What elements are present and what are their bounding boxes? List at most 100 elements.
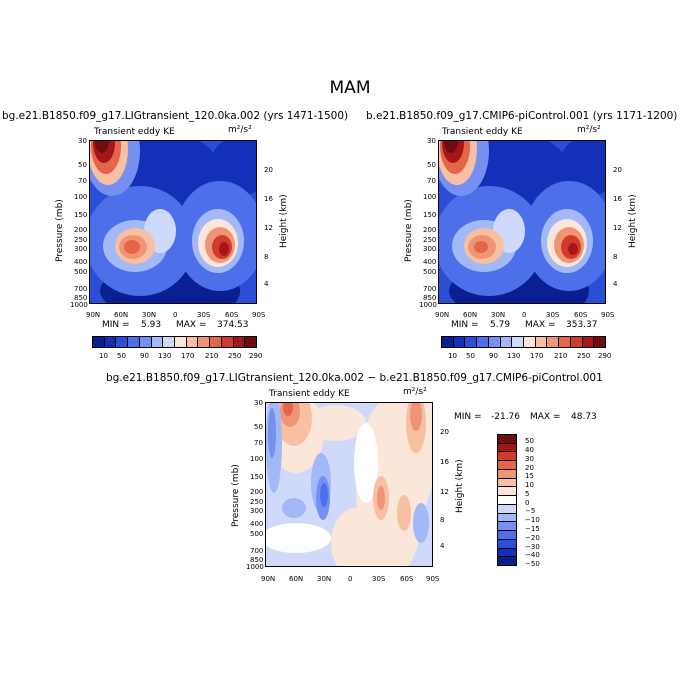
panel3-xtick: 90N [261,575,276,583]
panel2-htick: 16 [613,195,622,203]
panel3-colorbar-label: −40 [525,551,540,559]
panel2-ptick: 700 [423,285,437,293]
panel1-ptick: 70 [78,177,87,185]
panel2-htick: 20 [613,166,622,174]
panel2-colorbar-label: 90 [489,352,498,360]
panel1-max-label: MAX = [176,320,207,330]
panel3-plot [265,402,433,567]
panel3-ptick: 300 [250,507,264,515]
panel1-colorbar-label: 90 [140,352,149,360]
panel2-htick: 8 [613,253,618,261]
panel2-ptick: 150 [423,211,437,219]
panel3-field-label: Transient eddy KE [269,389,350,399]
panel3-min-label: MIN = [454,412,482,422]
panel3-ptick: 400 [250,520,264,528]
panel1-ptick: 300 [74,245,88,253]
panel3-colorbar-label: 40 [525,446,534,454]
panel1-colorbar-label: 130 [158,352,172,360]
panel3-colorbar-label: −20 [525,534,540,542]
panel1-xtick: 30S [197,311,211,319]
panel3-colorbar-label: −10 [525,516,540,524]
panel1-colorbar-label: 50 [117,352,126,360]
panel2-ylabel: Pressure (mb) [404,199,414,262]
panel1-ptick: 100 [74,193,88,201]
panel1-xtick: 90N [86,311,101,319]
panel3-ptick: 30 [254,399,263,407]
panel2-ptick: 1000 [419,301,437,309]
panel3-colorbar-label: 0 [525,499,530,507]
panel1-ptick: 700 [74,285,88,293]
panel3-xtick: 60N [289,575,304,583]
panel1-ptick: 400 [74,258,88,266]
panel3-xtick: 90S [426,575,440,583]
panel1-htick: 20 [264,166,273,174]
panel3-xtick: 60S [400,575,414,583]
panel2-max-label: MAX = [525,320,556,330]
panel3-colorbar-label: 5 [525,490,530,498]
panel1-htick: 8 [264,253,269,261]
panel2-ptick: 500 [423,268,437,276]
panel3-xtick: 30S [372,575,386,583]
panel1-xtick: 60S [225,311,239,319]
panel1-ptick: 500 [74,268,88,276]
panel3-colorbar-label: −5 [525,507,536,515]
panel1-units: m²/s² [228,125,252,135]
panel3-colorbar-label: 50 [525,437,534,445]
panel1-field [90,141,256,303]
panel2-colorbar [441,336,606,348]
panel1-colorbar-label: 10 [99,352,108,360]
panel3-htick: 8 [440,516,445,524]
panel3-colorbar-label: 15 [525,472,534,480]
panel1-ptick: 250 [74,236,88,244]
panel1-ptick: 1000 [70,301,88,309]
panel1-max-value: 374.53 [217,320,249,330]
panel3-colorbar [497,434,517,566]
panel1-xtick: 90S [252,311,266,319]
panel2-ptick: 50 [427,161,436,169]
panel2-xtick: 30S [546,311,560,319]
panel3-ptick: 150 [250,473,264,481]
panel3-xtick: 30N [317,575,332,583]
panel2-min-value: 5.79 [490,320,511,330]
panel3-htick: 20 [440,428,449,436]
panel3-colorbar-label: 20 [525,464,534,472]
panel2-colorbar-label: 170 [530,352,544,360]
panel2-field [439,141,605,303]
panel2-colorbar-label: 50 [466,352,475,360]
season-title: MAM [329,78,371,98]
panel3-colorbar-label: −30 [525,543,540,551]
panel2-htick: 12 [613,224,622,232]
panel1-colorbar-label: 250 [228,352,242,360]
panel1-colorbar [92,336,257,348]
panel3-colorbar-label: −50 [525,560,540,568]
panel3-ptick: 850 [250,556,264,564]
panel2-units: m²/s² [577,125,601,135]
panel3-max-value: 48.73 [571,412,597,422]
panel2-field-label: Transient eddy KE [442,127,523,137]
panel1-htick: 12 [264,224,273,232]
panel2-ptick: 850 [423,294,437,302]
panel3-colorbar-label: −15 [525,525,540,533]
panel1-htick: 4 [264,280,269,288]
panel3-ptick: 100 [250,455,264,463]
panel2-ptick: 200 [423,226,437,234]
panel2-colorbar-label: 130 [507,352,521,360]
panel3-ptick: 1000 [246,563,264,571]
panel1-min-value: 5.93 [141,320,162,330]
panel1-y2label: Height (km) [279,194,289,248]
panel3-ptick: 70 [254,439,263,447]
panel2-colorbar-label: 250 [577,352,591,360]
panel1-ptick: 30 [78,137,87,145]
panel2-ptick: 400 [423,258,437,266]
panel2-ptick: 70 [427,177,436,185]
panel3-y2label: Height (km) [455,459,465,513]
panel3-ptick: 500 [250,530,264,538]
panel2-xtick: 60S [574,311,588,319]
panel3-ptick: 250 [250,498,264,506]
panel3-colorbar-label: 30 [525,455,534,463]
panel2-colorbar-label: 10 [448,352,457,360]
panel3-title: bg.e21.B1850.f09_g17.LIGtransient_120.0k… [106,372,603,384]
panel1-title: bg.e21.B1850.f09_g17.LIGtransient_120.0k… [2,110,349,122]
panel3-field [266,403,432,566]
panel1-xtick: 60N [114,311,129,319]
